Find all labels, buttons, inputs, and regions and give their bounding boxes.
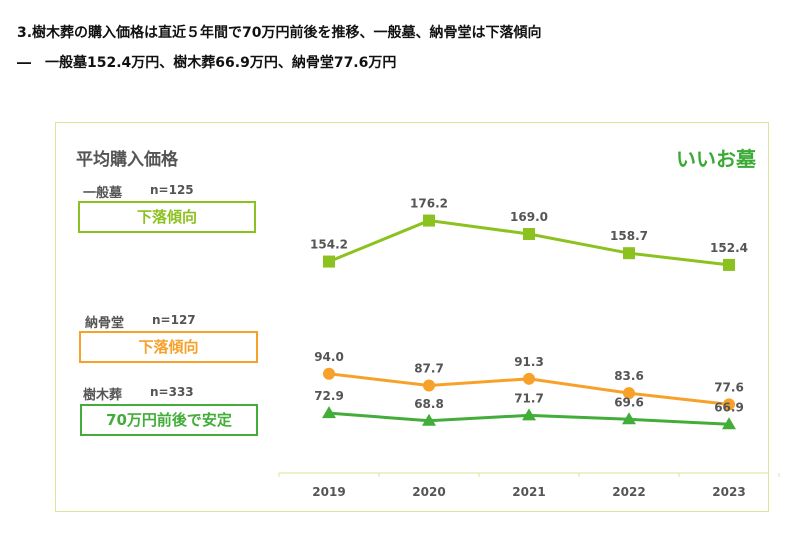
series-line-1: [328, 219, 730, 267]
data-label: 83.6: [614, 369, 644, 383]
data-point: [623, 387, 635, 400]
data-point: [523, 227, 535, 240]
data-point: [722, 417, 736, 430]
tag-nokotsudo: 下落傾向: [79, 331, 258, 363]
x-tick-label: 2020: [412, 485, 445, 499]
group-n-jumokuso: n=333: [150, 385, 194, 399]
data-label: 87.7: [414, 362, 444, 376]
headline: 3.樹木葬の購入価格は直近５年間で70万円前後を推移、一般墓、納骨堂は下落傾向: [17, 25, 542, 41]
group-name-ippanbo: 一般墓: [83, 186, 123, 201]
data-point: [522, 408, 536, 421]
data-point: [322, 406, 336, 419]
data-label: 91.3: [514, 355, 544, 369]
data-point: [323, 255, 335, 268]
data-label: 158.7: [610, 229, 648, 243]
subline: ― 一般墓152.4万円、樹木葬66.9万円、納骨堂77.6万円: [17, 55, 397, 71]
tag-ippanbo: 下落傾向: [78, 201, 256, 233]
chart-panel: [55, 122, 769, 512]
data-label: 176.2: [410, 197, 448, 211]
x-tick-label: 2022: [612, 485, 645, 499]
x-tick-label: 2021: [512, 485, 545, 499]
data-label: 94.0: [314, 350, 344, 364]
data-point: [423, 379, 435, 392]
data-label: 77.6: [714, 380, 744, 394]
data-label: 154.2: [310, 238, 348, 252]
data-point: [623, 247, 635, 260]
data-point: [422, 413, 436, 426]
logo: いいお墓: [676, 147, 756, 171]
data-label: 71.7: [514, 391, 544, 405]
group-n-nokotsudo: n=127: [152, 313, 196, 327]
data-label: 169.0: [510, 210, 548, 224]
data-point: [523, 372, 535, 385]
data-point: [323, 367, 335, 380]
chart-title: 平均購入価格: [76, 150, 178, 170]
x-tick-label: 2023: [712, 485, 745, 499]
group-name-jumokuso: 樹木葬: [83, 388, 123, 403]
x-tick-label: 2019: [312, 485, 345, 499]
group-n-ippanbo: n=125: [150, 183, 194, 197]
data-label: 66.9: [714, 400, 744, 414]
group-name-nokotsudo: 納骨堂: [85, 316, 125, 331]
data-label: 69.6: [614, 395, 644, 409]
data-point: [423, 214, 435, 227]
data-point: [622, 412, 636, 425]
data-label: 72.9: [314, 389, 344, 403]
data-label: 152.4: [710, 241, 748, 255]
data-point: [723, 258, 735, 271]
data-point: [723, 398, 735, 411]
tag-jumokuso: 70万円前後で安定: [80, 404, 258, 436]
data-label: 68.8: [414, 397, 444, 411]
